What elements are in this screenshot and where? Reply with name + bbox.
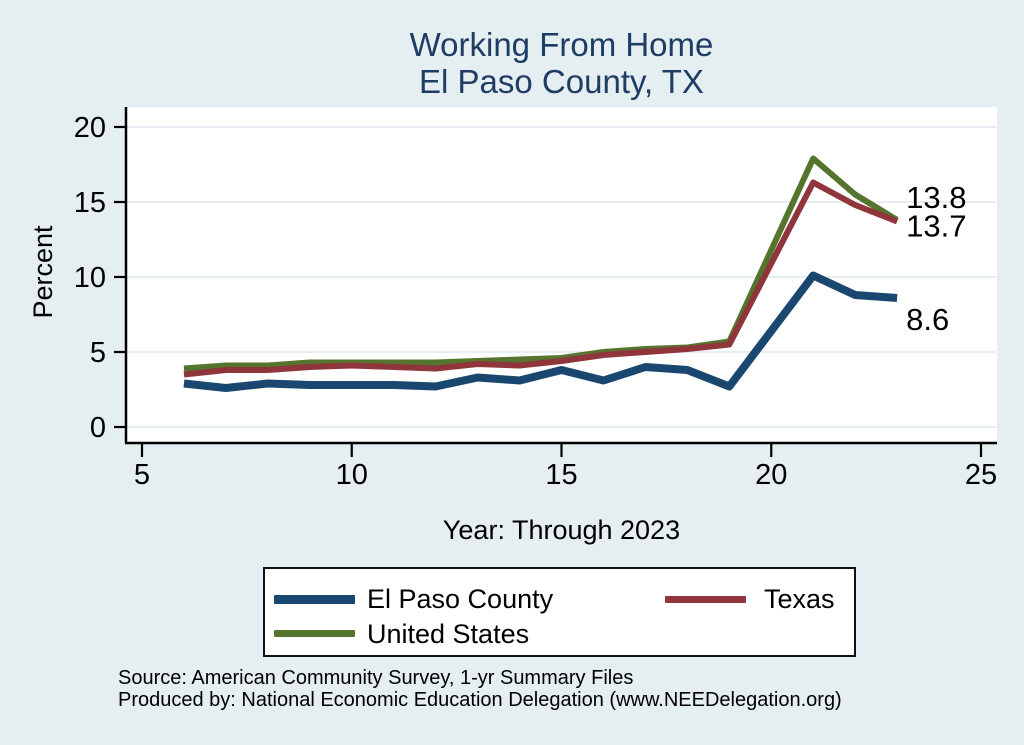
legend-label-texas: Texas — [764, 584, 835, 614]
legend-swatch-texas — [665, 596, 746, 603]
x-axis-title: Year: Through 2023 — [442, 515, 681, 545]
legend-label-el-paso-county: El Paso County — [367, 584, 554, 614]
footer-notes: Source: American Community Survey, 1-yr … — [118, 667, 998, 711]
series-line-united-states — [183, 155, 899, 372]
series-line-texas — [183, 179, 899, 378]
x-tick-label-10: 10 — [336, 459, 368, 491]
chart-title-line2: El Paso County, TX — [419, 63, 704, 100]
chart-title-line1: Working From Home — [409, 26, 714, 63]
y-tick-label-5: 5 — [90, 337, 106, 369]
x-tick-label-20: 20 — [755, 459, 787, 491]
y-tick-label-10: 10 — [74, 262, 106, 294]
x-tick-label-25: 25 — [965, 459, 997, 491]
legend-swatch-united-states — [274, 630, 355, 637]
y-tick-label-20: 20 — [74, 112, 106, 144]
legend-label-united-states: United States — [367, 619, 530, 649]
produced-by-line: Produced by: National Economic Education… — [118, 689, 842, 711]
plot-background — [126, 107, 997, 443]
end-value-label-united-states: 13.8 — [906, 180, 966, 215]
legend-swatch-el-paso-county — [274, 595, 355, 604]
end-value-label-el-paso-county: 8.6 — [906, 302, 949, 337]
legend: El Paso County Texas United States — [263, 567, 856, 657]
y-axis-title: Percent — [28, 225, 58, 319]
x-tick-label-5: 5 — [134, 459, 150, 491]
x-tick-label-15: 15 — [545, 459, 577, 491]
source-line: Source: American Community Survey, 1-yr … — [118, 667, 634, 689]
chart-title: Working From Home El Paso County, TX — [130, 26, 993, 100]
end-value-label-texas: 13.7 — [906, 209, 966, 244]
y-tick-label-15: 15 — [74, 187, 106, 219]
series-line-el-paso-county — [183, 271, 898, 392]
y-tick-label-0: 0 — [90, 412, 106, 444]
